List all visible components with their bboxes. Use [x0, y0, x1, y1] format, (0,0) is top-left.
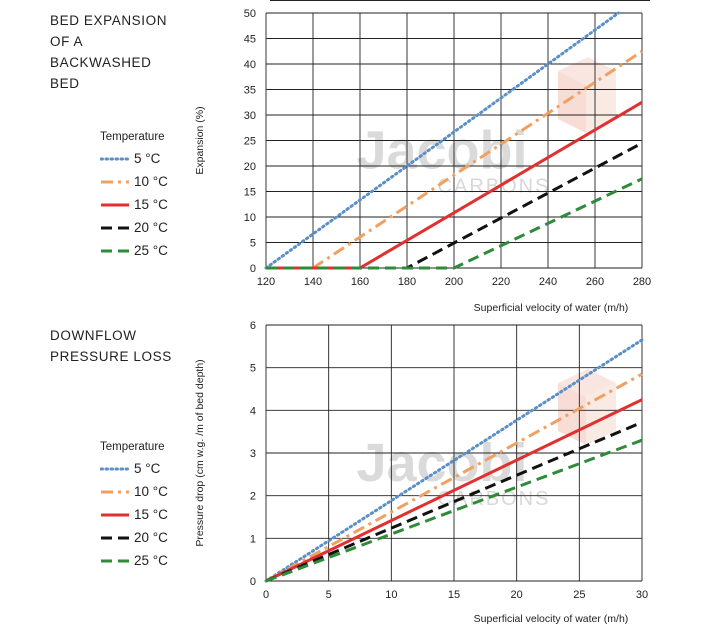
legend-label: 20 °C [134, 530, 168, 545]
legend-label: 25 °C [134, 553, 168, 568]
legend-item-25c: 25 °C [100, 549, 250, 572]
x-tick-label: 20 [511, 589, 523, 601]
series-line-10c [312, 50, 643, 270]
legend-label: 25 °C [134, 243, 168, 258]
title-line: PRESSURE LOSS [50, 349, 172, 364]
y-tick-label: 2 [250, 491, 256, 503]
top-rule [270, 0, 650, 1]
legend-item-20c: 20 °C [100, 526, 250, 549]
x-tick-label: 0 [263, 589, 269, 601]
watermark-cube-icon [558, 369, 616, 445]
series-line-15c [265, 398, 643, 583]
legend-item-5c: 5 °C [100, 457, 250, 480]
x-axis-label: Superficial velocity of water (m/h) [474, 302, 629, 314]
x-tick-label: 25 [573, 589, 585, 601]
legend-expansion: Temperature 5 °C 10 °C 15 °C 20 °C 25 °C [100, 131, 250, 262]
watermark-sub: CARBONS [438, 488, 551, 510]
legend-swatch-20c [101, 536, 129, 539]
legend-swatch-10c [101, 490, 129, 493]
y-tick-label: 0 [250, 263, 256, 275]
x-tick-label: 220 [492, 276, 510, 288]
x-tick-label: 260 [586, 276, 604, 288]
y-axis-label: Pressure drop (cm w.g. /m of bed depth) [194, 359, 206, 546]
legend-swatch-5c [100, 157, 130, 160]
y-axis-label: Expansion (%) [194, 106, 206, 174]
x-tick-label: 180 [398, 276, 416, 288]
y-tick-label: 15 [244, 187, 256, 199]
x-tick-label: 15 [448, 589, 460, 601]
legend-label: 5 °C [134, 151, 161, 166]
y-tick-label: 10 [244, 212, 256, 224]
series-line-25c [266, 177, 643, 270]
watermark-sub: CARBONS [438, 176, 551, 198]
y-tick-label: 5 [250, 363, 256, 375]
series-line-10c [265, 372, 643, 583]
legend-label: 15 °C [134, 507, 168, 522]
y-tick-label: 40 [244, 59, 256, 71]
title-line: OF A [50, 34, 84, 49]
legend-pressure: Temperature 5 °C 10 °C 15 °C 20 °C 25 °C [100, 441, 250, 572]
legend-swatch-20c [101, 226, 129, 229]
title-line: BED [50, 76, 80, 91]
legend-swatch-10c [101, 180, 129, 183]
title-line: DOWNFLOW [50, 328, 137, 343]
x-tick-label: 200 [445, 276, 463, 288]
x-tick-label: 5 [326, 589, 332, 601]
x-tick-label: 160 [351, 276, 369, 288]
watermark-brand: Jacobi [356, 121, 527, 181]
x-tick-label: 140 [304, 276, 322, 288]
legend-label: 10 °C [134, 174, 168, 189]
y-tick-label: 30 [244, 110, 256, 122]
section-title-expansion: BED EXPANSION OF A BACKWASHED BED [50, 10, 167, 94]
y-tick-label: 3 [250, 448, 256, 460]
legend-swatch-25c [101, 249, 129, 252]
x-tick-label: 120 [257, 276, 275, 288]
title-line: BED EXPANSION [50, 13, 168, 28]
x-tick-label: 240 [539, 276, 557, 288]
legend-item-10c: 10 °C [100, 170, 250, 193]
legend-label: 5 °C [134, 461, 161, 476]
x-axis-label: Superficial velocity of water (m/h) [474, 613, 629, 625]
y-tick-label: 35 [244, 85, 256, 97]
title-line: BACKWASHED [50, 55, 152, 70]
y-tick-label: 4 [250, 405, 256, 417]
y-tick-label: 0 [250, 576, 256, 588]
y-tick-label: 25 [244, 136, 256, 148]
y-tick-label: 45 [244, 34, 256, 46]
y-tick-label: 50 [244, 8, 256, 20]
legend-title: Temperature [100, 131, 165, 143]
y-tick-label: 5 [250, 238, 256, 250]
x-tick-label: 30 [636, 589, 648, 601]
legend-label: 10 °C [134, 484, 168, 499]
legend-title: Temperature [100, 441, 165, 453]
legend-label: 20 °C [134, 220, 168, 235]
legend-item-25c: 25 °C [100, 239, 250, 262]
legend-item-10c: 10 °C [100, 480, 250, 503]
series-line-20c [265, 420, 643, 583]
y-tick-label: 1 [250, 533, 256, 545]
legend-swatch-15c [101, 203, 129, 206]
legend-item-15c: 15 °C [100, 193, 250, 216]
section-title-pressure: DOWNFLOW PRESSURE LOSS [50, 325, 172, 367]
legend-label: 15 °C [134, 197, 168, 212]
y-tick-label: 6 [250, 320, 256, 332]
x-tick-label: 280 [633, 276, 651, 288]
legend-item-20c: 20 °C [100, 216, 250, 239]
y-tick-label: 20 [244, 161, 256, 173]
x-tick-label: 10 [385, 589, 397, 601]
legend-swatch-5c [100, 467, 130, 470]
legend-swatch-15c [101, 513, 129, 516]
legend-swatch-25c [101, 559, 129, 562]
legend-item-5c: 5 °C [100, 147, 250, 170]
legend-item-15c: 15 °C [100, 503, 250, 526]
series-line-5c [264, 11, 620, 270]
series-line-5c [264, 338, 644, 583]
